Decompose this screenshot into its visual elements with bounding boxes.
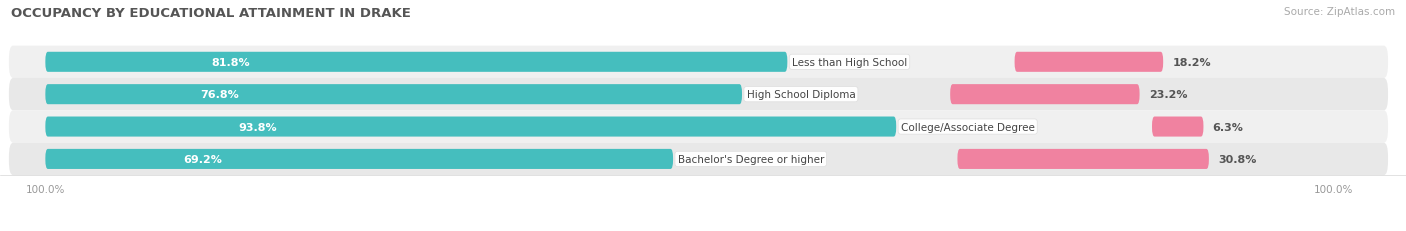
Text: Less than High School: Less than High School [792, 58, 907, 67]
Text: 76.8%: 76.8% [200, 90, 239, 100]
Text: 23.2%: 23.2% [1149, 90, 1187, 100]
Text: 69.2%: 69.2% [183, 154, 222, 164]
Text: 30.8%: 30.8% [1218, 154, 1257, 164]
FancyBboxPatch shape [45, 117, 896, 137]
Text: 81.8%: 81.8% [211, 58, 250, 67]
FancyBboxPatch shape [957, 149, 1209, 169]
FancyBboxPatch shape [1152, 117, 1204, 137]
FancyBboxPatch shape [45, 85, 742, 105]
FancyBboxPatch shape [1015, 52, 1163, 73]
FancyBboxPatch shape [45, 149, 673, 169]
Text: College/Associate Degree: College/Associate Degree [901, 122, 1035, 132]
Text: 93.8%: 93.8% [239, 122, 277, 132]
Text: OCCUPANCY BY EDUCATIONAL ATTAINMENT IN DRAKE: OCCUPANCY BY EDUCATIONAL ATTAINMENT IN D… [11, 7, 411, 20]
FancyBboxPatch shape [950, 85, 1140, 105]
FancyBboxPatch shape [8, 46, 1388, 79]
FancyBboxPatch shape [45, 52, 787, 73]
FancyBboxPatch shape [8, 111, 1388, 143]
Text: High School Diploma: High School Diploma [747, 90, 855, 100]
Text: 18.2%: 18.2% [1173, 58, 1211, 67]
FancyBboxPatch shape [8, 143, 1388, 175]
Text: Bachelor's Degree or higher: Bachelor's Degree or higher [678, 154, 824, 164]
Text: Source: ZipAtlas.com: Source: ZipAtlas.com [1284, 7, 1395, 17]
Text: 6.3%: 6.3% [1212, 122, 1243, 132]
FancyBboxPatch shape [8, 79, 1388, 111]
